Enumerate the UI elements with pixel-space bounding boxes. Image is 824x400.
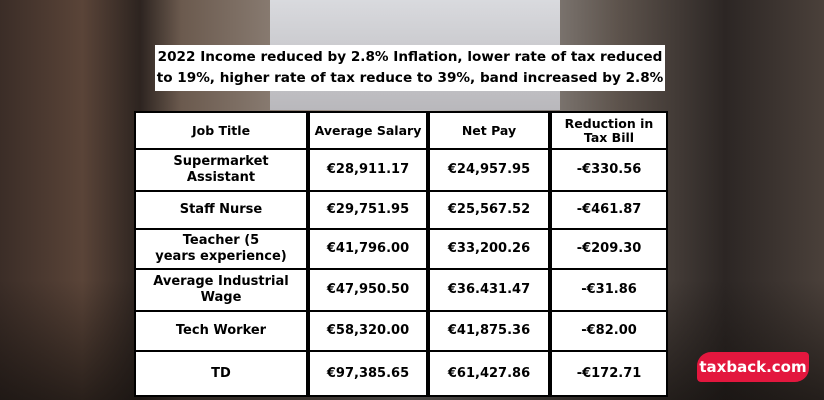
table-cell: -€172.71 xyxy=(552,352,666,395)
table-cell: €25,567.52 xyxy=(430,192,548,228)
table-cell: €58,320.00 xyxy=(310,312,426,350)
table-cell: -€31.86 xyxy=(552,270,666,310)
table-cell: Teacher (5 years experience) xyxy=(136,230,306,268)
table-cell: €47,950.50 xyxy=(310,270,426,310)
table-cell: €61,427.86 xyxy=(430,352,548,395)
table-cell: €41,796.00 xyxy=(310,230,426,268)
header-cell: Net Pay xyxy=(430,113,548,148)
table-cell: -€209.30 xyxy=(552,230,666,268)
table-cell: Supermarket Assistant xyxy=(136,150,306,190)
table-cell: Tech Worker xyxy=(136,312,306,350)
table-cell: €41,875.36 xyxy=(430,312,548,350)
table-cell: -€330.56 xyxy=(552,150,666,190)
table-cell: €24,957.95 xyxy=(430,150,548,190)
table-cell: €97,385.65 xyxy=(310,352,426,395)
table: Job Title Average Salary Net Pay Reduction … xyxy=(134,111,668,397)
table-cell: €33,200.26 xyxy=(430,230,548,268)
header-cell: Job Title xyxy=(136,113,306,148)
table-cell: -€82.00 xyxy=(552,312,666,350)
table-cell: €29,751.95 xyxy=(310,192,426,228)
table-cell: Staff Nurse xyxy=(136,192,306,228)
table-cell: €28,911.17 xyxy=(310,150,426,190)
table-cell: TD xyxy=(136,352,306,395)
logo: taxback.com xyxy=(697,352,809,382)
table-cell: Average Industrial Wage xyxy=(136,270,306,310)
header-cell: Reduction in Tax Bill xyxy=(552,113,666,148)
table-cell: €36.431.47 xyxy=(430,270,548,310)
table-cell: -€461.87 xyxy=(552,192,666,228)
title: 2022 Income reduced by 2.8% Inflation, l… xyxy=(155,45,665,91)
header-cell: Average Salary xyxy=(310,113,426,148)
